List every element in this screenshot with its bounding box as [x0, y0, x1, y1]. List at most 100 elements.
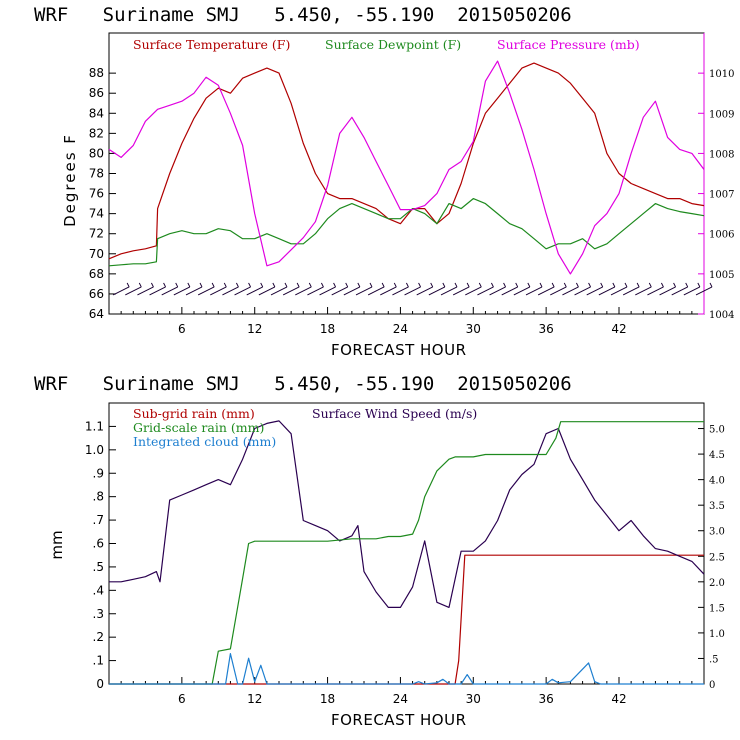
right-tick-label: 5.0	[709, 425, 725, 436]
legend-integrated-cloud: Integrated cloud (mm)	[133, 434, 276, 449]
y-tick-label: 82	[89, 126, 104, 140]
wind-barb	[695, 286, 713, 296]
wind-barb-flag	[709, 282, 713, 288]
wind-barb-flag	[320, 282, 324, 288]
y-tick-label: .4	[93, 583, 104, 597]
y-tick-label: 66	[89, 287, 104, 301]
wind-barb-flag	[575, 282, 579, 288]
integrated-cloud-mm-line	[109, 652, 704, 685]
wind-barb	[125, 286, 142, 296]
wind-barb	[501, 286, 518, 296]
wind-barb	[671, 286, 688, 296]
wind-barb	[380, 286, 397, 296]
wind-barb	[246, 286, 263, 296]
wind-barb	[295, 286, 312, 296]
wind-barb	[367, 286, 385, 296]
wind-barb	[307, 286, 324, 296]
y-tick-label: .1	[93, 654, 104, 668]
wind-barb-flag	[515, 282, 519, 288]
wind-barb-flag	[211, 282, 215, 288]
right-tick-label: 1006	[709, 230, 734, 241]
wind-barb-flag	[357, 282, 361, 288]
wind-barb-flag	[333, 282, 337, 288]
x-tick-label: 18	[320, 692, 335, 706]
wind-barb-flag	[503, 282, 507, 288]
wind-barb	[137, 286, 154, 296]
legend-grid-scale-rain: Grid-scale rain (mm)	[133, 420, 264, 435]
legend-subgrid-rain: Sub-grid rain (mm)	[133, 406, 255, 421]
x-tick-label: 12	[247, 322, 262, 336]
y-tick-label: 74	[89, 207, 104, 221]
wind-barb	[404, 286, 421, 296]
x-tick-label: 6	[178, 322, 186, 336]
right-tick-label: 1004	[709, 310, 734, 321]
surface-temperature-f-line	[108, 62, 705, 260]
wind-barb-flag	[163, 282, 167, 288]
panel1-y-axis-label: Degrees F	[61, 133, 79, 227]
y-tick-label: .9	[93, 466, 104, 480]
wind-barb-flag	[248, 282, 252, 288]
wind-barb-flag	[527, 282, 531, 288]
panel1-y-ticks: 64 66 68 70 72 74 76 78 80 82 84 86 88	[89, 66, 116, 321]
y-tick-label: 0	[96, 677, 104, 691]
panel2-y-axis-label: mm	[48, 530, 66, 559]
wind-barb-flag	[199, 282, 203, 288]
wind-barb-flag	[660, 282, 664, 288]
legend-surface-dewpoint: Surface Dewpoint (F)	[325, 37, 461, 52]
x-tick-label: 36	[539, 322, 554, 336]
wind-barb-flag	[673, 282, 677, 288]
y-tick-label: 72	[89, 227, 104, 241]
wind-barb	[161, 286, 178, 296]
right-tick-label: 1009	[709, 109, 734, 120]
wind-barb-flag	[454, 282, 458, 288]
x-tick-label: 30	[466, 692, 481, 706]
x-tick-label: 42	[611, 692, 626, 706]
wind-barb-flag	[612, 282, 616, 288]
right-tick-label: 1010	[709, 69, 734, 80]
wind-barb-flag	[466, 282, 470, 288]
wind-barb-flag	[442, 282, 446, 288]
wind-barb	[355, 286, 373, 296]
wind-barb	[416, 286, 433, 296]
wind-barb-flag	[418, 282, 422, 288]
right-tick-label: 3.5	[709, 501, 725, 512]
wind-barb-flag	[369, 282, 373, 288]
y-tick-label: .2	[93, 630, 104, 644]
wind-barb	[343, 286, 361, 296]
wind-barb-flag	[260, 282, 264, 288]
right-tick-label: 1008	[709, 149, 734, 160]
x-tick-label: 30	[466, 322, 481, 336]
grid-scale-rain-mm-line	[109, 421, 704, 685]
wind-barb-flag	[126, 282, 130, 288]
wind-barb	[392, 286, 409, 296]
wind-barb	[562, 286, 579, 296]
wind-barb	[513, 286, 531, 296]
panel1-wind-barbs	[112, 282, 713, 296]
panel2-plot-frame	[108, 402, 705, 685]
wind-barb	[234, 286, 251, 296]
panel1-plot-frame	[108, 32, 705, 315]
y-tick-label: 70	[89, 247, 104, 261]
panel1-x-ticks: 6 12 18 24 30 36 42	[120, 307, 693, 336]
wind-barb	[550, 286, 567, 296]
right-tick-label: 1005	[709, 270, 734, 281]
wind-barb	[635, 286, 652, 296]
wind-barb-flag	[393, 282, 397, 288]
wind-barb-flag	[381, 282, 385, 288]
wind-barb-flag	[563, 282, 567, 288]
wind-barb	[622, 286, 640, 296]
wind-barb-flag	[296, 282, 300, 288]
wind-barb	[185, 286, 203, 296]
wind-barb-flag	[175, 282, 179, 288]
panel2-y-ticks: 0 .1 .2 .3 .4 .5 .6 .7 .8 .9 1.0 1.1	[85, 419, 116, 691]
y-tick-label: .8	[93, 490, 104, 504]
wind-barb	[586, 286, 603, 296]
wind-barb	[659, 286, 676, 296]
wind-barb-flag	[478, 282, 482, 288]
surface-pressure-mb-line	[108, 60, 705, 275]
wind-barb	[537, 286, 555, 296]
wind-barb-flag	[588, 282, 592, 288]
x-tick-label: 42	[611, 322, 626, 336]
x-tick-label: 24	[393, 322, 408, 336]
wind-barb	[331, 286, 348, 296]
